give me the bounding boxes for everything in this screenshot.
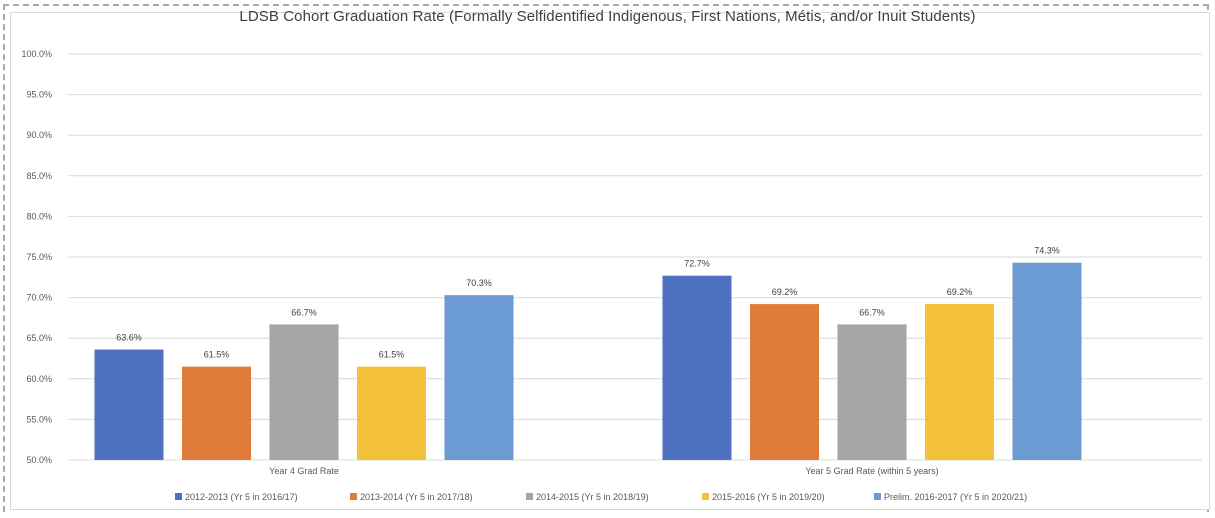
bar [1012, 262, 1082, 460]
legend-swatch [874, 493, 881, 500]
bar [269, 324, 339, 460]
y-tick-label: 60.0% [26, 374, 52, 384]
bar [750, 304, 819, 460]
y-tick-label: 65.0% [26, 333, 52, 343]
legend-label: 2012-2013 (Yr 5 in 2016/17) [185, 492, 298, 502]
y-axis-ticks: 50.0% 55.0% 60.0% 65.0% 70.0% 75.0% 80.0% 85.0%… [21, 49, 52, 465]
y-tick-label: 70.0% [26, 293, 52, 303]
legend-swatch [175, 493, 182, 500]
y-tick-label: 75.0% [26, 252, 52, 262]
chart-title: LDSB Cohort Graduation Rate (Formally Se… [239, 8, 976, 25]
y-tick-label: 100.0% [21, 49, 52, 59]
legend-label: 2015-2016 (Yr 5 in 2019/20) [712, 492, 825, 502]
bar [182, 366, 251, 460]
y-tick-label: 85.0% [26, 171, 52, 181]
bar [925, 304, 994, 460]
data-label: 70.3% [466, 278, 492, 288]
legend-label: 2014-2015 (Yr 5 in 2018/19) [536, 492, 649, 502]
data-label: 66.7% [291, 307, 317, 317]
y-tick-label: 50.0% [26, 455, 52, 465]
bar [837, 324, 907, 460]
x-tick-label: Year 4 Grad Rate [269, 466, 339, 476]
y-tick-label: 90.0% [26, 130, 52, 140]
data-label: 69.2% [772, 287, 798, 297]
data-labels: 63.6% 61.5% 66.7% 61.5% 70.3% 72.7% 69.2% 66.7%… [116, 246, 1060, 360]
legend: 2012-2013 (Yr 5 in 2016/17) 2013-2014 (Yr… [175, 492, 1027, 502]
data-label: 74.3% [1034, 246, 1060, 256]
x-axis-ticks: Year 4 Grad Rate Year 5 Grad Rate (within… [269, 466, 938, 476]
data-label: 61.5% [204, 350, 230, 360]
y-tick-label: 95.0% [26, 90, 52, 100]
bars [94, 262, 1082, 460]
bar [94, 349, 164, 460]
legend-swatch [350, 493, 357, 500]
data-label: 72.7% [684, 259, 710, 269]
data-label: 69.2% [947, 287, 973, 297]
legend-label: Prelim. 2016-2017 (Yr 5 in 2020/21) [884, 492, 1027, 502]
data-label: 66.7% [859, 307, 885, 317]
bar [444, 295, 514, 460]
legend-swatch [526, 493, 533, 500]
legend-swatch [702, 493, 709, 500]
data-label: 63.6% [116, 333, 142, 343]
bar [662, 275, 732, 460]
x-tick-label: Year 5 Grad Rate (within 5 years) [805, 466, 938, 476]
y-tick-label: 55.0% [26, 414, 52, 424]
data-label: 61.5% [379, 350, 405, 360]
legend-label: 2013-2014 (Yr 5 in 2017/18) [360, 492, 473, 502]
bar [357, 366, 426, 460]
y-tick-label: 80.0% [26, 211, 52, 221]
